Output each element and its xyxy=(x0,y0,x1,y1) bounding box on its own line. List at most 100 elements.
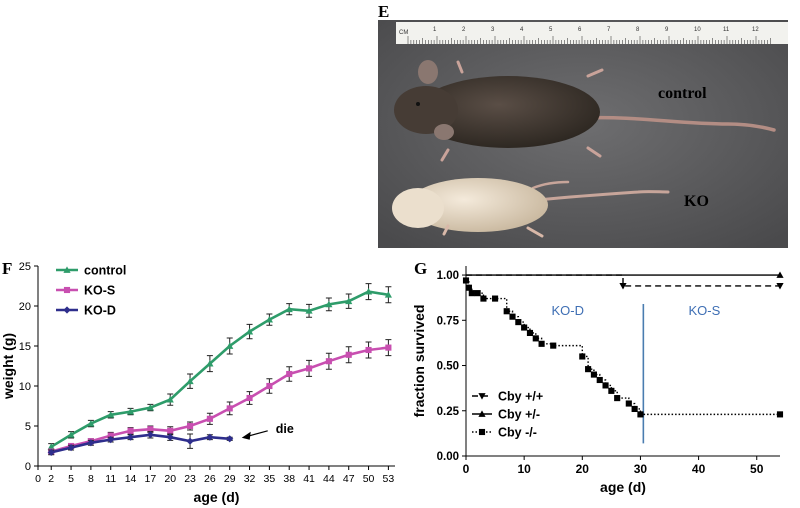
survival-series xyxy=(466,271,784,278)
y-tick-label: 10 xyxy=(19,381,31,393)
data-point xyxy=(526,329,534,337)
region-label: KO-S xyxy=(689,303,721,318)
legend-marker xyxy=(63,306,71,314)
ruler-number: 1 xyxy=(433,27,437,33)
survival-curve xyxy=(466,274,780,287)
x-tick-label: 8 xyxy=(88,473,94,485)
x-tick-label: 0 xyxy=(35,473,41,485)
y-tick-label: 0.50 xyxy=(437,361,459,373)
series-line-ko-d xyxy=(50,433,230,454)
data-point xyxy=(532,335,539,342)
ruler-unit-label: CM xyxy=(399,30,408,36)
data-point xyxy=(305,307,313,314)
data-point xyxy=(107,411,115,418)
data-point xyxy=(602,382,609,389)
data-point xyxy=(127,427,134,434)
data-point xyxy=(480,295,487,302)
data-point xyxy=(521,324,528,331)
data-point xyxy=(226,405,233,412)
data-point xyxy=(226,342,234,349)
x-tick-label: 50 xyxy=(750,462,764,476)
x-tick-label: 26 xyxy=(204,473,216,485)
legend-marker xyxy=(478,428,486,436)
data-point xyxy=(776,271,784,278)
data-point xyxy=(147,426,154,433)
data-point xyxy=(186,377,194,385)
ruler-number: 8 xyxy=(636,27,640,33)
data-point xyxy=(325,358,332,365)
series-line-control xyxy=(50,290,389,448)
region-label: KO-D xyxy=(552,303,585,318)
legend-label: control xyxy=(84,264,126,278)
data-point xyxy=(167,427,174,434)
x-tick-label: 35 xyxy=(264,473,276,485)
legend-label: Cby -/- xyxy=(498,426,537,440)
panel-label-e: E xyxy=(378,2,390,21)
y-tick-label: 0.00 xyxy=(437,451,459,463)
x-axis-title: age (d) xyxy=(600,479,646,495)
series-control xyxy=(47,283,392,451)
data-point xyxy=(146,404,154,411)
ruler-number: 3 xyxy=(491,27,495,33)
x-tick-label: 50 xyxy=(363,473,375,485)
data-point xyxy=(67,444,75,452)
x-tick-label: 20 xyxy=(164,473,176,485)
ruler-number: 11 xyxy=(723,27,730,33)
y-tick-label: 5 xyxy=(25,421,31,433)
ruler-number: 5 xyxy=(549,27,553,33)
data-point xyxy=(538,340,545,347)
ko-photo-label: KO xyxy=(684,193,709,210)
data-point xyxy=(625,400,632,407)
data-point xyxy=(146,431,154,439)
data-point xyxy=(776,283,784,290)
x-tick-label: 53 xyxy=(383,473,395,485)
data-point xyxy=(245,328,254,335)
data-point xyxy=(345,297,353,305)
data-point xyxy=(206,360,214,367)
legend-marker xyxy=(478,393,486,400)
data-point xyxy=(385,344,392,351)
data-point xyxy=(585,366,592,373)
ruler-number: 12 xyxy=(752,27,759,33)
ruler-number: 7 xyxy=(607,27,611,33)
y-tick-label: 0.75 xyxy=(437,315,460,327)
data-point xyxy=(515,319,522,326)
data-point xyxy=(364,288,373,295)
data-point xyxy=(509,313,516,320)
y-tick-label: 0 xyxy=(25,461,31,473)
x-tick-label: 30 xyxy=(634,462,648,476)
data-point xyxy=(614,395,621,402)
data-point xyxy=(608,387,615,394)
data-point xyxy=(87,439,95,447)
legend-label: KO-S xyxy=(84,284,115,298)
survival-series xyxy=(462,277,784,418)
x-tick-label: 44 xyxy=(323,473,335,485)
x-tick-label: 20 xyxy=(576,462,590,476)
data-point xyxy=(365,346,372,354)
legend-marker xyxy=(63,286,71,294)
x-tick-label: 29 xyxy=(224,473,236,485)
legend-marker xyxy=(63,266,71,273)
ruler-number: 4 xyxy=(520,27,524,33)
data-point xyxy=(305,365,313,372)
data-point xyxy=(345,351,352,358)
series-line-ko-s xyxy=(50,346,389,453)
y-tick-label: 1.00 xyxy=(437,270,459,282)
data-point xyxy=(107,432,114,439)
data-point xyxy=(67,431,75,438)
panel-label-g: G xyxy=(414,259,428,278)
data-point xyxy=(226,435,234,443)
legend-label: KO-D xyxy=(84,304,116,318)
data-point xyxy=(468,290,475,297)
x-tick-label: 38 xyxy=(283,473,295,485)
data-point xyxy=(246,394,253,402)
ruler-number: 9 xyxy=(665,27,669,33)
ko-mouse xyxy=(392,178,670,238)
data-point xyxy=(590,371,597,378)
data-point xyxy=(126,433,135,441)
data-point xyxy=(462,277,470,284)
ruler xyxy=(396,22,788,44)
data-point xyxy=(206,433,214,441)
ruler-number: 6 xyxy=(578,27,582,33)
data-point xyxy=(47,443,55,450)
